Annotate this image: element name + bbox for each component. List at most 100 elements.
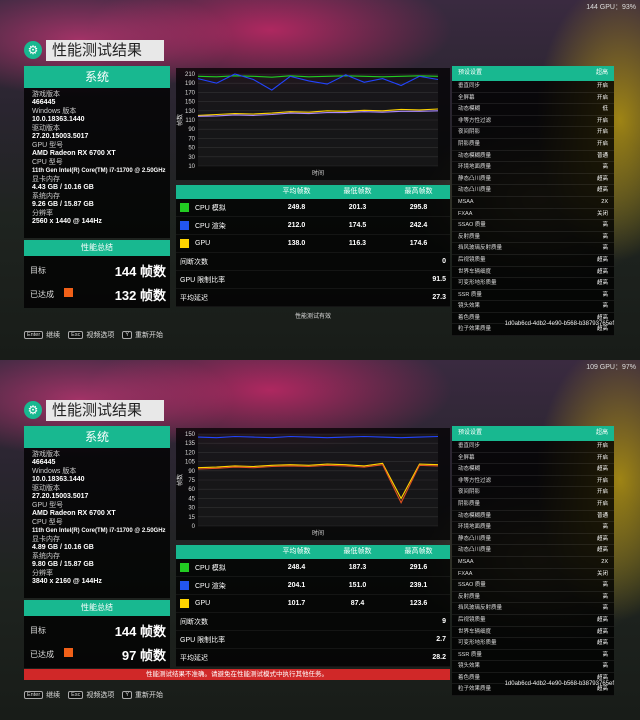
restart-label[interactable]: 重新开始 [135,692,163,699]
achieved-label-text: 已达成 [30,290,54,299]
max-value: 242.4 [409,222,428,229]
y-axis-label: 帧数 [176,474,184,486]
enter-key[interactable]: Enter [24,691,44,699]
setting-value: 开启 [596,454,608,461]
setting-value: 开启 [596,117,608,124]
setting-name: 阴影质量 [458,500,481,507]
restart-label[interactable]: 重新开始 [135,332,163,339]
setting-value: 超高 [596,640,608,647]
setting-name: 后视镜质量 [458,256,486,263]
avg-value: 248.4 [287,564,306,571]
setting-name: 夜间阴影 [458,489,481,496]
setting-row: SSAO 质量 高 [452,580,614,592]
info-key: CPU 型号 [32,519,63,526]
setting-name: SSAO 质量 [458,582,486,589]
y-tick-label: 150 [185,100,196,106]
setting-name: 后视镜质量 [458,616,486,623]
setting-name: 动态模糊 [458,106,481,113]
setting-row: 动态模糊 超高 [452,464,614,476]
setting-value: 超高 [596,466,608,473]
y-tick-label: 120 [185,450,196,456]
title-bar: ⚙ 性能测试结果 [24,39,164,61]
setting-name: 挡风玻璃反射质量 [458,605,503,612]
y-key[interactable]: Y [122,691,132,699]
setting-value: 开启 [596,500,608,507]
table-row: GPU 138.0 116.3 174.6 [176,235,450,253]
y-tick-label: 10 [188,164,195,170]
setting-name: 动态凸川质量 [458,187,492,194]
setting-row: 镜头效果 高 [452,661,614,673]
esc-key[interactable]: Esc [68,691,84,699]
info-key: 分辨率 [32,210,53,217]
setting-name: 可变形地形质量 [458,640,497,647]
setting-row: 阴影质量 开启 [452,499,614,511]
system-info: 游戏版本 466445 Windows 版本 10.0.18363.1440 驱… [24,448,170,598]
info-key: 系统内存 [32,553,60,560]
header-min: 最低帧数 [343,188,372,195]
key-hints: Enter 继续 Esc 视频选项 Y 重新开始 [24,330,171,340]
setting-value: 超高 [596,256,608,263]
setting-row: FXAA 关闭 [452,209,614,221]
setting-name: 环境地面质量 [458,164,492,171]
target-row: 目标 144 帧数 [30,620,166,640]
latency-value: 27.3 [432,294,446,301]
setting-value: 高 [602,605,608,612]
max-value: 291.6 [409,564,428,571]
benchmark-id: 1d0ab6cd-4db2-4e90-b568-b38793765ef [504,321,614,327]
setting-name: 非等方性过滤 [458,117,492,124]
settings-rows: 垂直同步 开启 全屏幕 开启 动态模糊低非等方性过滤 开启 夜间阴影 开启 阴影质量 开启 动态模糊… [452,81,614,337]
setting-value: 高 [602,524,608,531]
video-options-label[interactable]: 视频选项 [86,332,115,339]
benchmark-panel-4k: 109 GPU：97% ⚙ 性能测试结果 系统 游戏版本 466445 Wind… [0,360,640,720]
info-value: 27.20.15003.5017 [32,493,89,500]
summary-header: 性能总结 [24,600,170,616]
setting-name: MSAA [458,558,474,565]
continue-label[interactable]: 继续 [46,692,61,699]
setting-row: 动态模糊质量 普通 [452,511,614,523]
setting-row: 着色质量 超高 [452,673,614,685]
setting-row: FXAA 关闭 [452,569,614,581]
latency-label: 平均延迟 [180,654,208,662]
setting-value: 超高 [596,314,608,321]
y-tick-label: 30 [188,506,195,512]
info-value: 2560 x 1440 @ 144Hz [32,218,102,225]
achieved-row: 已达成 132 帧数 [30,284,166,304]
continue-label[interactable]: 继续 [46,332,61,339]
setting-value: 超高 [596,616,608,623]
gpu-swatch [180,599,189,608]
series-line-3 [197,110,439,117]
gpu-limit-label: GPU 限制比率 [180,276,226,284]
enter-key[interactable]: Enter [24,331,44,339]
setting-row: 静态凸川质量 超高 [452,534,614,546]
row-label: GPU [176,599,266,608]
title-bar: ⚙ 性能测试结果 [24,399,164,421]
system-header: 系统 [24,426,170,448]
setting-name: FXAA [458,210,473,217]
setting-name: 夜间阴影 [458,129,481,136]
setting-name: 全屏幕 [458,454,475,461]
setting-row: 动态模糊 低 [452,104,614,116]
esc-key[interactable]: Esc [68,331,84,339]
series-line-1 [197,73,439,91]
row-label-text: CPU 渲染 [195,582,226,590]
settings-header-value: 超高 [595,70,608,76]
stutter-row: 间断次数 9 [176,613,450,631]
info-value: 11th Gen Intel(R) Core(TM) i7-11700 @ 2.… [32,168,166,174]
setting-row: 静态凸川质量 超高 [452,174,614,186]
setting-row: 夜间阴影 开启 [452,487,614,499]
fps-table: 平均帧数 最低帧数 最高帧数 CPU 模拟 249.8 201.3 295.8 … [176,185,450,307]
video-options-label[interactable]: 视频选项 [86,692,115,699]
setting-name: 世界车辆细度 [458,628,492,635]
gpu-limit-row: GPU 限制比率 2.7 [176,631,450,649]
latency-label: 平均延迟 [180,294,208,302]
setting-row: 动态凸川质量 超高 [452,545,614,557]
stutter-label: 间断次数 [180,618,208,626]
y-key[interactable]: Y [122,331,132,339]
y-tick-label: 210 [185,72,196,78]
stutter-value: 0 [442,258,446,265]
row-label: GPU [176,239,266,248]
setting-name: 镜头效果 [458,663,481,670]
target-value: 144 帧数 [114,263,166,279]
setting-name: 镜头效果 [458,303,481,310]
setting-value: 超高 [596,686,608,693]
